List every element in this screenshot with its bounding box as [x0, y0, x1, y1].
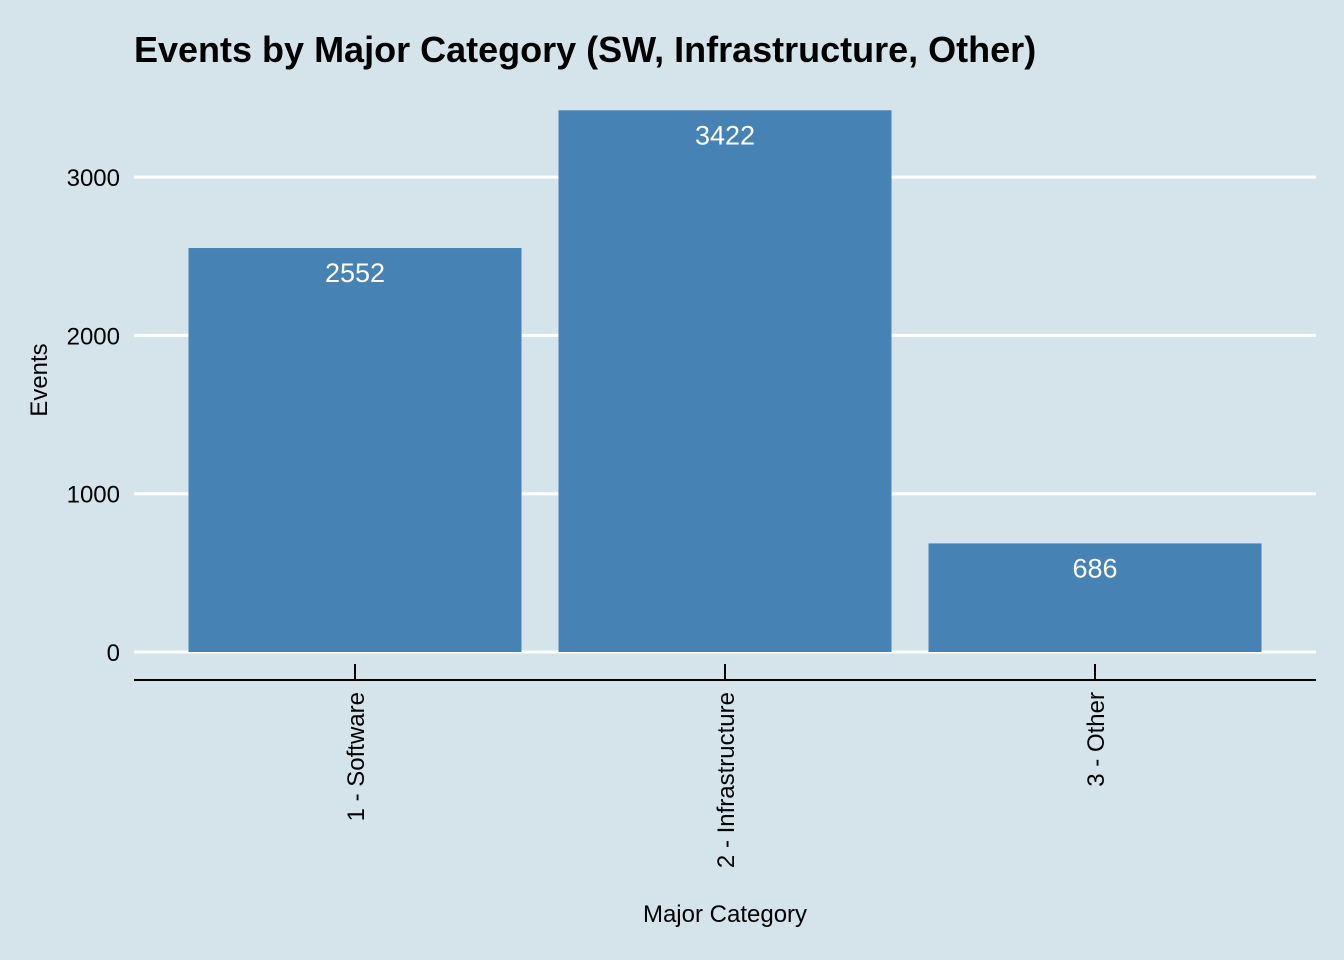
y-tick-label: 2000 — [67, 323, 120, 350]
bars — [188, 110, 1262, 652]
y-axis-title: Events — [26, 343, 53, 416]
bar-1 — [188, 248, 522, 652]
bar-data-label: 2552 — [325, 258, 385, 288]
y-tick-label: 3000 — [67, 165, 120, 192]
bar-data-label: 686 — [1072, 553, 1117, 583]
y-axis: 0 1000 2000 3000 — [67, 165, 120, 667]
y-tick-label: 0 — [107, 640, 120, 667]
x-tick-label: 1 - Software — [343, 692, 370, 821]
y-tick-label: 1000 — [67, 482, 120, 509]
x-tick-label: 2 - Infrastructure — [713, 692, 740, 868]
bar-3 — [928, 543, 1262, 652]
x-axis-title: Major Category — [643, 901, 807, 928]
bar-data-label: 3422 — [695, 120, 755, 150]
bar-2 — [558, 110, 892, 652]
bar-data-labels: 2552 3422 686 — [325, 120, 1118, 583]
x-axis: 1 - Software 2 - Infrastructure 3 - Other — [343, 664, 1110, 868]
chart-title: Events by Major Category (SW, Infrastruc… — [134, 29, 1036, 70]
x-tick-label: 3 - Other — [1083, 692, 1110, 787]
